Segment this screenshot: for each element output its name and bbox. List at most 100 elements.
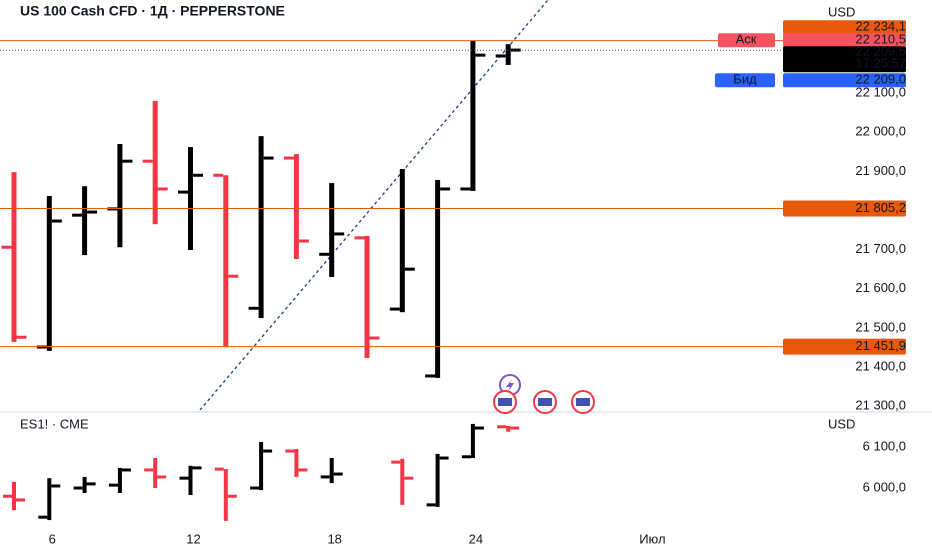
ohlc-close <box>369 336 380 340</box>
ohlc-open <box>144 468 154 472</box>
ohlc-close <box>298 239 309 243</box>
ohlc-close <box>440 187 451 191</box>
ohlc-close <box>228 274 239 278</box>
ohlc-open <box>283 156 294 160</box>
ohlc-close <box>298 468 308 472</box>
ohlc-open <box>1 245 12 249</box>
ohlc-close <box>121 468 131 472</box>
ohlc-close <box>263 449 273 453</box>
event-icons[interactable] <box>493 374 595 414</box>
bid-name: Бид <box>733 72 757 87</box>
y-tick-label: 21 700,0 <box>855 241 906 256</box>
ohlc-open <box>72 213 83 217</box>
ohlc-open <box>142 159 153 163</box>
ohlc-range <box>152 100 158 225</box>
y-tick-label: 21 500,0 <box>855 319 906 334</box>
ohlc-open <box>461 455 471 459</box>
ohlc-close <box>510 426 520 430</box>
ohlc-range <box>258 136 264 319</box>
x-tick-label: Июл <box>639 531 665 546</box>
ohlc-range <box>364 235 370 358</box>
x-tick-label: 6 <box>49 531 56 546</box>
ohlc-range <box>259 441 264 491</box>
ohlc-open <box>497 425 507 429</box>
ohlc-open <box>391 460 401 464</box>
y-tick-label: 21 400,0 <box>855 358 906 373</box>
ohlc-close <box>122 159 133 163</box>
flag-glyph <box>498 398 512 406</box>
ohlc-close <box>227 494 237 498</box>
ohlc-range <box>399 169 405 313</box>
y-tick-label: 6 000,0 <box>863 479 906 494</box>
level-tag <box>783 338 906 355</box>
ohlc-close <box>157 475 167 479</box>
ohlc-open <box>178 190 188 194</box>
ohlc-range <box>47 478 52 521</box>
ohlc-open <box>38 515 48 519</box>
ohlc-open <box>108 483 118 487</box>
x-tick-label: 24 <box>469 531 483 546</box>
level-tag-label: 21 451,9 <box>855 338 906 353</box>
ohlc-close <box>404 476 414 480</box>
ohlc-close <box>51 484 61 488</box>
ohlc-range <box>329 458 334 484</box>
ohlc-open <box>389 307 400 311</box>
ohlc-range <box>82 186 88 256</box>
ohlc-close <box>51 219 62 223</box>
currency-box <box>800 3 920 23</box>
ohlc-close <box>334 232 345 236</box>
ohlc-range <box>117 467 122 493</box>
ohlc-open <box>285 449 295 453</box>
ohlc-close <box>510 48 521 52</box>
ohlc-range <box>153 458 158 489</box>
ohlc-range <box>294 448 299 477</box>
level-tag <box>783 200 906 217</box>
ohlc-close <box>475 53 486 57</box>
y-tick-label: 21 600,0 <box>855 280 906 295</box>
x-tick-label: 18 <box>327 531 341 546</box>
ohlc-range <box>117 143 123 248</box>
ohlc-close <box>86 482 96 486</box>
ohlc-open <box>214 467 224 471</box>
ohlc-range <box>11 172 17 342</box>
ohlc-close <box>16 335 27 339</box>
level-tag-label: 21 805,2 <box>855 200 906 215</box>
currency-label[interactable]: USD <box>828 416 855 431</box>
ohlc-range <box>470 40 476 191</box>
ohlc-range <box>12 481 16 511</box>
ohlc-range <box>223 469 228 521</box>
sub-chart-title: ES1! · CME <box>20 416 89 431</box>
ohlc-range <box>506 425 511 432</box>
last-tag <box>783 46 906 73</box>
ohlc-close <box>439 456 449 460</box>
ohlc-range <box>400 458 405 505</box>
high-tag-label: 22 234,1 <box>855 19 906 34</box>
y-tick-label: 22 100,0 <box>855 85 906 100</box>
currency-label[interactable]: USD <box>828 4 855 19</box>
ohlc-close <box>16 498 25 502</box>
ohlc-range <box>505 44 511 65</box>
y-tick-label: 21 300,0 <box>855 398 906 413</box>
ohlc-open <box>73 486 83 490</box>
y-tick-label: 6 100,0 <box>863 438 906 453</box>
ohlc-open <box>213 173 224 177</box>
ohlc-range <box>435 179 441 378</box>
ohlc-open <box>320 475 330 479</box>
ask-label: 22 210,5 <box>855 32 906 47</box>
ask-name-tag <box>718 33 775 48</box>
ohlc-open <box>3 494 12 498</box>
countdown: 17:25:57 <box>855 56 906 71</box>
ohlc-range <box>329 183 335 277</box>
high-tag <box>783 20 906 35</box>
ohlc-range <box>223 175 229 348</box>
bid-label: 22 209,0 <box>855 72 906 87</box>
ohlc-close <box>474 426 484 430</box>
ohlc-range <box>188 147 193 250</box>
ohlc-open <box>179 476 189 480</box>
ohlc-close <box>192 466 202 470</box>
ohlc-range <box>293 154 299 259</box>
ohlc-open <box>426 503 436 507</box>
ohlc-range <box>82 476 87 493</box>
ohlc-close <box>263 156 274 160</box>
